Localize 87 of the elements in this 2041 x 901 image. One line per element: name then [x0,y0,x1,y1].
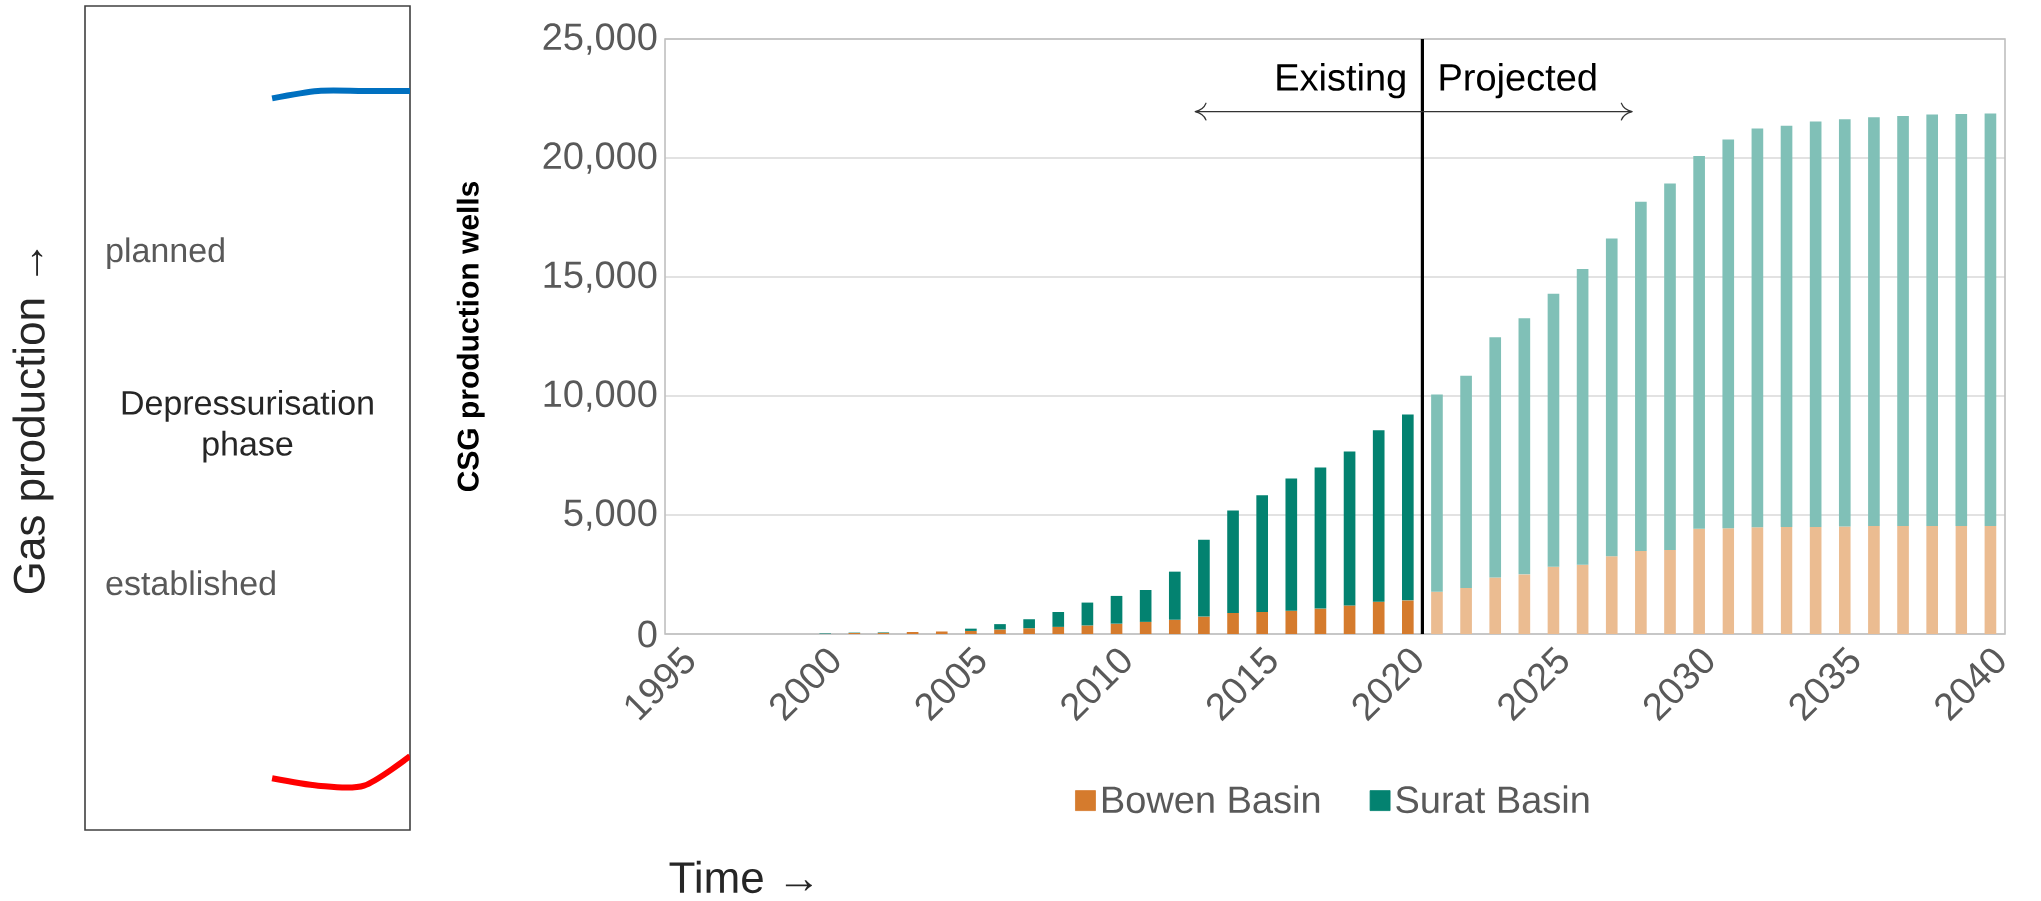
annotation: Projected [1440,62,1596,99]
bar [1722,139,1735,529]
bar [1926,114,1938,526]
bar [1897,115,1909,526]
bar [1664,183,1676,551]
annotation: established [106,570,275,596]
bar [1751,128,1764,528]
bar [1227,510,1239,613]
bar [1518,318,1531,575]
bar [1081,625,1094,634]
y-tick-label: 10,000 [544,380,657,412]
bar [1547,293,1560,567]
bar [1664,550,1676,634]
bar [1431,394,1443,592]
bar [1139,589,1152,622]
bar [1402,414,1414,601]
bar [1838,119,1851,527]
annotation: Depressurisation phase [122,390,373,463]
bar [1693,156,1705,529]
y-tick-label: 5,000 [564,499,657,531]
bar [1285,478,1298,611]
y-tick-label: 25,000 [543,23,657,55]
legend-label: Surat Basin [1396,785,1589,814]
bar [1576,564,1589,634]
bar [1693,528,1705,634]
bar [1139,621,1152,634]
bar [1023,628,1035,634]
bar [1868,525,1880,634]
bar [1402,600,1414,634]
bar [1198,616,1210,634]
bar [1285,610,1298,634]
bar [994,629,1006,634]
x-axis-title: Time → [669,860,812,894]
bar [1984,113,1997,526]
bar [1926,525,1938,634]
bar [1984,525,1997,634]
bar [1868,117,1880,526]
bar [1052,611,1065,627]
bar [1431,591,1443,634]
y-axis-title: Gas production → [12,249,54,594]
bar [1110,595,1123,624]
bar [1809,121,1822,527]
annotation: Existing [1277,62,1405,99]
bar [1256,611,1269,634]
y-axis-title: CSG production wells [456,181,485,492]
bar [1955,525,1968,634]
bar [1605,238,1618,557]
legend-label: Bowen Basin [1102,785,1320,814]
bar [1518,574,1531,634]
bar [1372,601,1385,634]
bar [1168,571,1181,620]
bar [1052,626,1065,634]
bar [1809,526,1822,634]
bar [1460,375,1472,589]
bar [1314,467,1327,609]
bar [1635,201,1647,552]
y-tick-label: 0 [638,620,657,648]
bar [1489,577,1502,634]
y-tick-label: 20,000 [543,142,657,174]
bar [1023,619,1035,629]
bar [1372,430,1385,602]
bar [1955,113,1968,526]
bar [1198,539,1210,617]
bar [1897,525,1909,634]
bar [1576,268,1589,565]
bar [1751,527,1764,634]
bar [1780,125,1793,527]
bar [1722,528,1735,634]
bar [935,631,948,634]
bar [1780,526,1793,634]
bar [1605,556,1618,634]
bar [1081,602,1094,626]
y-tick-label: 15,000 [544,261,657,293]
bar [1227,612,1239,634]
text: planned [107,237,224,270]
bar [1343,605,1356,634]
bar [1168,619,1181,634]
bar [1547,566,1560,634]
bar [1343,451,1356,606]
bar [1314,608,1327,634]
bar [994,624,1006,630]
bar [1110,623,1123,634]
bar [1460,588,1472,634]
bar [1635,551,1647,634]
bar [1256,495,1269,612]
bar [1489,337,1502,578]
bar [1838,526,1851,634]
